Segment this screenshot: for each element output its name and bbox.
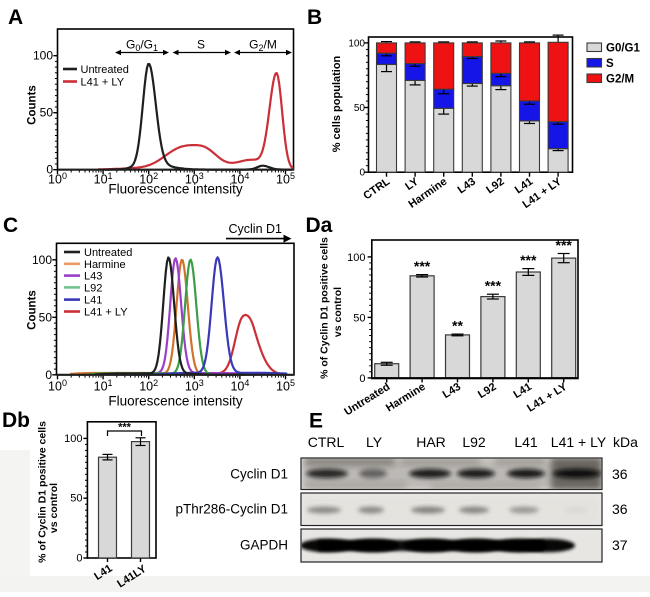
svg-text:G2/M: G2/M bbox=[606, 74, 634, 86]
svg-text:***: *** bbox=[414, 258, 431, 274]
svg-text:***: *** bbox=[556, 237, 573, 253]
svg-text:L41 + LY: L41 + LY bbox=[551, 434, 607, 450]
svg-text:LY: LY bbox=[366, 434, 383, 450]
svg-text:100: 100 bbox=[64, 433, 82, 445]
svg-text:L41: L41 bbox=[84, 295, 102, 307]
svg-text:Db: Db bbox=[2, 409, 30, 432]
svg-text:***: *** bbox=[118, 422, 132, 434]
svg-text:Cyclin D1: Cyclin D1 bbox=[229, 222, 283, 236]
svg-text:50: 50 bbox=[70, 493, 82, 505]
svg-text:0: 0 bbox=[46, 163, 53, 177]
svg-text:L41: L41 bbox=[514, 434, 538, 450]
svg-text:36: 36 bbox=[612, 501, 628, 517]
svg-text:pThr286-Cyclin D1: pThr286-Cyclin D1 bbox=[175, 502, 288, 517]
svg-text:50: 50 bbox=[354, 103, 366, 114]
svg-text:100: 100 bbox=[348, 38, 365, 49]
svg-text:Fluorescence intensity: Fluorescence intensity bbox=[108, 394, 243, 409]
svg-text:HAR: HAR bbox=[416, 434, 446, 450]
svg-text:vs control: vs control bbox=[332, 287, 344, 337]
svg-text:Untreated: Untreated bbox=[84, 247, 132, 259]
svg-text:L92: L92 bbox=[84, 282, 102, 294]
svg-text:0: 0 bbox=[359, 168, 365, 179]
svg-text:L41 + LY: L41 + LY bbox=[84, 307, 128, 319]
svg-text:100: 100 bbox=[32, 253, 52, 267]
svg-text:L92: L92 bbox=[462, 434, 486, 450]
svg-text:37: 37 bbox=[612, 537, 628, 553]
svg-text:L41 + LY: L41 + LY bbox=[81, 77, 125, 89]
svg-text:E: E bbox=[309, 410, 323, 433]
svg-text:50: 50 bbox=[353, 312, 365, 324]
svg-text:G0/G1: G0/G1 bbox=[606, 43, 640, 55]
svg-text:Untreated: Untreated bbox=[81, 64, 129, 76]
svg-text:100: 100 bbox=[33, 49, 53, 63]
svg-text:0: 0 bbox=[359, 373, 365, 385]
svg-text:**: ** bbox=[452, 318, 463, 334]
svg-text:A: A bbox=[8, 6, 23, 29]
svg-text:C: C bbox=[3, 214, 18, 237]
svg-text:S: S bbox=[606, 58, 614, 70]
svg-text:B: B bbox=[307, 6, 322, 29]
svg-text:***: *** bbox=[485, 278, 502, 294]
svg-text:G0/G1: G0/G1 bbox=[126, 38, 158, 54]
svg-text:100: 100 bbox=[347, 252, 365, 264]
svg-text:Counts: Counts bbox=[27, 290, 39, 330]
svg-text:GAPDH: GAPDH bbox=[240, 538, 288, 553]
svg-text:Cyclin D1: Cyclin D1 bbox=[230, 467, 288, 482]
svg-text:50: 50 bbox=[40, 106, 54, 120]
svg-text:G2/M: G2/M bbox=[249, 38, 277, 54]
svg-text:% of Cyclin D1 positive cells: % of Cyclin D1 positive cells bbox=[319, 237, 331, 379]
svg-text:0: 0 bbox=[45, 368, 52, 382]
svg-text:***: *** bbox=[520, 252, 537, 268]
svg-text:% cells population: % cells population bbox=[331, 55, 343, 152]
svg-text:Da: Da bbox=[306, 214, 333, 237]
svg-text:36: 36 bbox=[612, 466, 628, 482]
svg-text:0: 0 bbox=[76, 553, 82, 565]
svg-text:CTRL: CTRL bbox=[308, 434, 345, 450]
svg-text:kDa: kDa bbox=[613, 434, 638, 450]
svg-text:Counts: Counts bbox=[27, 85, 39, 125]
svg-text:L43: L43 bbox=[84, 271, 102, 283]
svg-text:S: S bbox=[197, 38, 205, 52]
svg-text:50: 50 bbox=[39, 310, 53, 324]
svg-text:Harmine: Harmine bbox=[84, 259, 126, 271]
svg-text:Fluorescence intensity: Fluorescence intensity bbox=[108, 182, 243, 197]
svg-text:% of Cyclin D1 positive cells: % of Cyclin D1 positive cells bbox=[37, 421, 49, 563]
svg-text:vs control: vs control bbox=[48, 483, 60, 533]
